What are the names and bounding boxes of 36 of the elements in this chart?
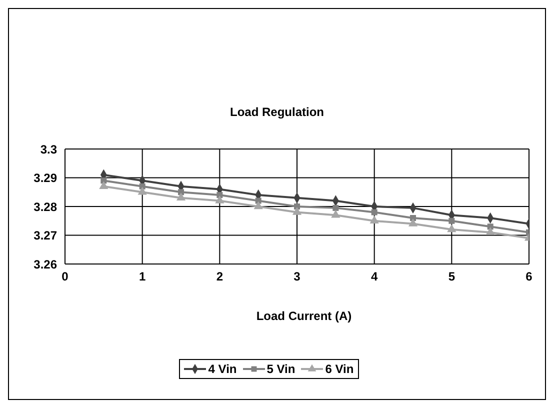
chart-title: Load Regulation: [229, 105, 325, 119]
x-tick-label: 4: [370, 270, 378, 284]
point: [176, 192, 186, 201]
point: [254, 201, 263, 210]
point: [292, 206, 302, 215]
y-tick-label: 3.26: [34, 257, 58, 272]
x-tick-label: 5: [448, 270, 456, 284]
y-tick-label: 3.3: [40, 142, 58, 156]
point: [294, 204, 300, 210]
x-axis-title: Load Current (A): [255, 309, 353, 323]
point: [99, 181, 108, 190]
point: [408, 218, 418, 226]
point: [486, 227, 495, 236]
x-tick-label: 0: [62, 270, 69, 284]
y-tick-label: 3.29: [34, 171, 58, 186]
point: [178, 189, 184, 196]
x-tick-label: 1: [138, 270, 146, 284]
point: [410, 215, 416, 221]
y-tick-label: 3.28: [34, 200, 58, 214]
point: [332, 204, 339, 211]
x-tick-label: 3: [294, 270, 301, 284]
point: [448, 218, 455, 224]
point: [487, 224, 494, 230]
legend-label: 6 Vin: [325, 362, 354, 376]
point: [447, 224, 456, 232]
legend-label: 5 Vin: [266, 362, 296, 376]
x-tick-label: 2: [216, 270, 224, 284]
point: [331, 210, 340, 218]
x-tick-label: 6: [526, 270, 533, 284]
point: [138, 186, 147, 195]
legend-label: 4 Vin: [208, 362, 237, 376]
point: [371, 209, 378, 216]
point: [100, 178, 107, 184]
point: [370, 216, 379, 224]
y-tick-label: 3.27: [34, 228, 58, 243]
point: [215, 195, 224, 204]
